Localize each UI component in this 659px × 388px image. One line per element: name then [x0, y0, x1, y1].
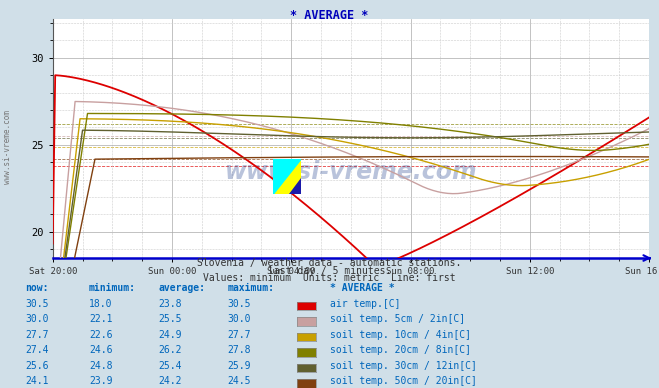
Text: www.si-vreme.com: www.si-vreme.com — [3, 111, 13, 184]
Polygon shape — [273, 159, 301, 194]
Text: 24.6: 24.6 — [89, 345, 113, 355]
Text: 24.9: 24.9 — [158, 329, 182, 340]
Text: now:: now: — [25, 283, 49, 293]
Text: 24.8: 24.8 — [89, 360, 113, 371]
Text: soil temp. 30cm / 12in[C]: soil temp. 30cm / 12in[C] — [330, 360, 476, 371]
Text: 27.7: 27.7 — [25, 329, 49, 340]
Text: 30.5: 30.5 — [227, 298, 251, 308]
Text: 27.8: 27.8 — [227, 345, 251, 355]
Polygon shape — [273, 159, 301, 194]
Text: 18.0: 18.0 — [89, 298, 113, 308]
Text: 30.5: 30.5 — [25, 298, 49, 308]
Text: 25.4: 25.4 — [158, 360, 182, 371]
Text: 30.0: 30.0 — [25, 314, 49, 324]
Text: 27.7: 27.7 — [227, 329, 251, 340]
Text: www.si-vreme.com: www.si-vreme.com — [225, 160, 477, 184]
Text: 26.2: 26.2 — [158, 345, 182, 355]
Text: 25.9: 25.9 — [227, 360, 251, 371]
Text: Slovenia / weather data - automatic stations.: Slovenia / weather data - automatic stat… — [197, 258, 462, 268]
Text: 27.4: 27.4 — [25, 345, 49, 355]
Text: 25.5: 25.5 — [158, 314, 182, 324]
Text: last day / 5 minutes.: last day / 5 minutes. — [268, 265, 391, 275]
Text: maximum:: maximum: — [227, 283, 274, 293]
Text: 30.0: 30.0 — [227, 314, 251, 324]
Text: * AVERAGE *: * AVERAGE * — [330, 283, 394, 293]
Text: * AVERAGE *: * AVERAGE * — [291, 9, 368, 22]
Text: soil temp. 50cm / 20in[C]: soil temp. 50cm / 20in[C] — [330, 376, 476, 386]
Text: soil temp. 10cm / 4in[C]: soil temp. 10cm / 4in[C] — [330, 329, 471, 340]
Text: air temp.[C]: air temp.[C] — [330, 298, 400, 308]
Text: Values: minimum  Units: metric  Line: first: Values: minimum Units: metric Line: firs… — [203, 273, 456, 283]
Text: 22.6: 22.6 — [89, 329, 113, 340]
Text: 23.9: 23.9 — [89, 376, 113, 386]
Text: 24.2: 24.2 — [158, 376, 182, 386]
Text: soil temp. 5cm / 2in[C]: soil temp. 5cm / 2in[C] — [330, 314, 465, 324]
Text: average:: average: — [158, 283, 205, 293]
Text: soil temp. 20cm / 8in[C]: soil temp. 20cm / 8in[C] — [330, 345, 471, 355]
Text: 24.1: 24.1 — [25, 376, 49, 386]
Text: minimum:: minimum: — [89, 283, 136, 293]
Text: 23.8: 23.8 — [158, 298, 182, 308]
Text: 24.5: 24.5 — [227, 376, 251, 386]
Text: 22.1: 22.1 — [89, 314, 113, 324]
Text: 25.6: 25.6 — [25, 360, 49, 371]
Polygon shape — [289, 178, 301, 194]
